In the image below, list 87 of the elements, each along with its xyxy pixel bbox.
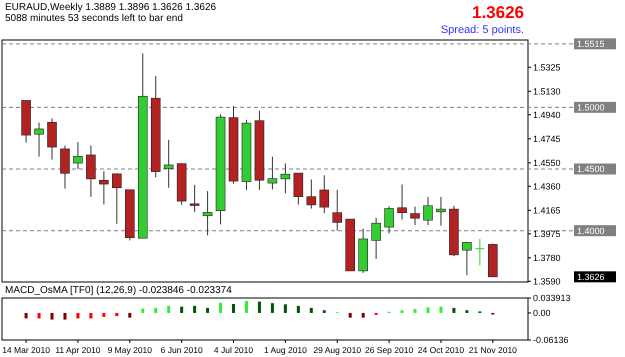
y-tick-label: 1.3590 <box>533 276 561 286</box>
bar <box>167 306 170 313</box>
chart-subtitle: 5088 minutes 53 seconds left to bar end <box>5 13 183 24</box>
candlestick <box>384 206 394 234</box>
x-tick-label: 21 Nov 2010 <box>468 345 518 355</box>
candlestick <box>86 145 96 198</box>
bar <box>270 303 274 313</box>
ref-line-label: 1.5515 <box>577 38 605 49</box>
x-tick-label: 14 Mar 2010 <box>2 345 50 355</box>
bar <box>322 310 326 313</box>
bar <box>89 312 92 318</box>
candlestick <box>306 179 316 210</box>
bar <box>180 306 184 313</box>
bar <box>63 312 66 320</box>
y-tick-label: 1.4550 <box>533 158 561 168</box>
bar <box>362 312 365 318</box>
bar <box>232 304 236 313</box>
candlestick <box>423 196 433 226</box>
candlestick <box>397 184 407 220</box>
bar <box>154 308 158 313</box>
x-tick-label: 6 Jun 2010 <box>160 345 203 355</box>
candlestick <box>202 190 212 236</box>
y-tick-label: 1.4360 <box>533 181 561 192</box>
bar <box>414 309 417 313</box>
candlestick <box>319 174 330 214</box>
x-tick-label: 24 Oct 2010 <box>418 345 464 355</box>
candlestick <box>34 122 44 158</box>
ref-line-label: 1.5000 <box>577 102 605 112</box>
bar <box>193 306 196 313</box>
text: 1.3626 <box>472 3 524 22</box>
bar <box>102 312 106 317</box>
y-tick-label: 0.033913 <box>533 293 571 304</box>
x-tick-label: 11 Apr 2010 <box>55 345 101 355</box>
candlestick <box>268 156 278 190</box>
text: 1.3626 <box>577 272 605 282</box>
candlestick <box>190 184 200 212</box>
bar <box>439 306 442 313</box>
bar <box>400 310 404 313</box>
bar <box>219 302 222 313</box>
bar <box>24 312 28 318</box>
x-tick-label: 1 Aug 2010 <box>264 345 308 355</box>
candlestick <box>73 142 83 170</box>
y-tick-label: 0.00 <box>533 308 551 318</box>
candlestick <box>294 172 304 205</box>
y-tick-label: 1.5325 <box>533 62 561 72</box>
candlestick <box>164 139 174 188</box>
y-tick-label: 1.3975 <box>533 228 561 239</box>
candlestick <box>112 172 122 224</box>
candlestick <box>280 162 290 194</box>
y-tick-label: -0.06136 <box>533 335 569 346</box>
bar <box>244 300 248 313</box>
bar <box>258 302 261 313</box>
bar <box>50 312 54 320</box>
bar <box>115 312 118 316</box>
y-tick-label: 1.5130 <box>533 86 561 96</box>
ref-line-label: 1.4500 <box>577 164 605 174</box>
bar <box>141 308 144 313</box>
candlestick <box>371 217 381 260</box>
bar <box>348 312 352 318</box>
y-tick-label: 1.4940 <box>533 110 561 120</box>
candlestick <box>99 170 109 205</box>
x-tick-label: 9 May 2010 <box>108 345 152 355</box>
text: Spread: 5 points. <box>440 24 524 36</box>
x-tick-label: 26 Sep 2010 <box>364 345 414 355</box>
bar <box>38 312 41 318</box>
y-tick-label: 1.4745 <box>533 134 561 144</box>
bar <box>284 304 287 313</box>
candlestick <box>332 189 342 232</box>
bar <box>128 312 132 318</box>
bar <box>452 308 456 313</box>
y-tick-label: 1.4165 <box>533 205 561 216</box>
x-tick-label: 29 Aug 2010 <box>313 345 362 355</box>
bar <box>465 310 468 313</box>
bar <box>310 308 313 313</box>
chart-title: EURAUD,Weekly 1.3889 1.3896 1.3626 1.3626 <box>5 2 217 13</box>
bar <box>296 306 300 313</box>
candlestick <box>475 238 484 266</box>
bar <box>426 307 430 313</box>
candlestick <box>410 206 420 226</box>
bar <box>206 308 210 313</box>
bar <box>76 312 80 318</box>
ref-line-label: 1.4000 <box>577 226 605 236</box>
chart-title: MACD_OsMA [TF0] (12,26,9) -0.023846 -0.023374 <box>5 285 232 296</box>
candlestick <box>436 196 446 226</box>
x-tick-label: 4 Jul 2010 <box>214 345 254 355</box>
candlestick <box>462 241 472 276</box>
y-tick-label: 1.3780 <box>533 252 561 263</box>
